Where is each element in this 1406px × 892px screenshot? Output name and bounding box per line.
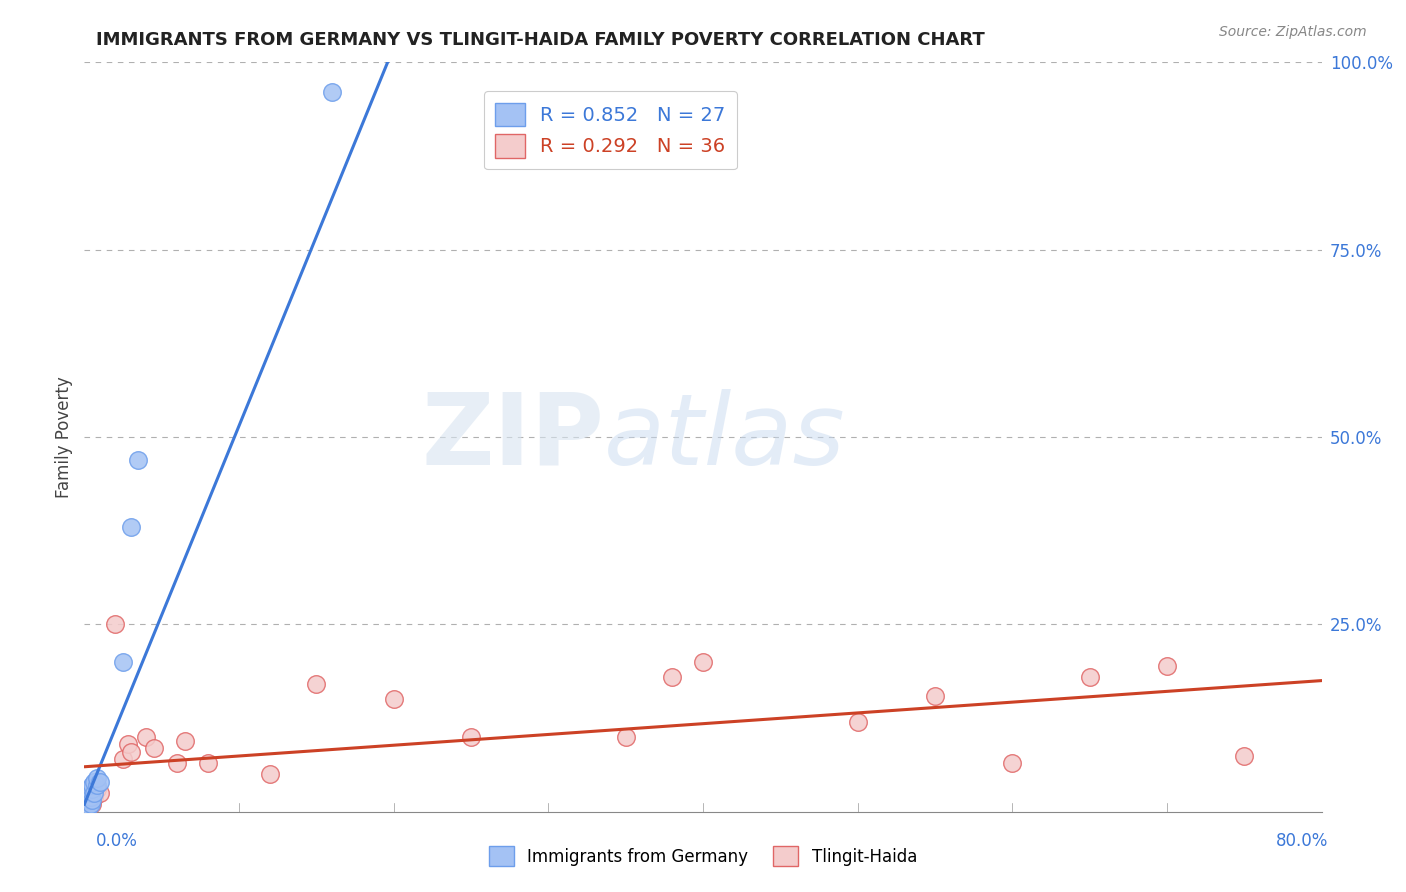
Point (86, 782, 108, 797)
Point (75, 801, 97, 815)
Point (75, 797, 97, 812)
Point (82, 797, 104, 812)
Point (79, 782, 101, 797)
Point (76, 793, 98, 807)
Point (1078, 670, 1101, 684)
Point (83, 789, 105, 804)
Point (77, 782, 100, 797)
Point (89, 786, 111, 800)
Point (135, 730, 157, 744)
Point (1233, 748, 1256, 763)
Point (82, 793, 104, 807)
Point (82, 779, 104, 793)
Point (77, 793, 100, 807)
Legend: R = 0.852   N = 27, R = 0.292   N = 36: R = 0.852 N = 27, R = 0.292 N = 36 (484, 91, 737, 169)
Point (83, 786, 105, 800)
Y-axis label: Family Poverty: Family Poverty (55, 376, 73, 498)
Point (89, 774, 111, 789)
Point (166, 756, 188, 770)
Point (382, 692, 405, 706)
Text: Source: ZipAtlas.com: Source: ZipAtlas.com (1219, 25, 1367, 39)
Point (79, 789, 101, 804)
Point (1156, 658, 1178, 673)
Point (75, 789, 97, 804)
Point (259, 767, 281, 781)
Point (82, 782, 104, 797)
Point (692, 655, 714, 669)
Point (79, 797, 101, 812)
Point (120, 745, 142, 759)
Point (112, 655, 135, 669)
Point (143, 741, 166, 756)
Text: ZIP: ZIP (422, 389, 605, 485)
Point (104, 617, 127, 632)
Text: atlas: atlas (605, 389, 845, 485)
Point (77, 789, 100, 804)
Point (321, 86, 343, 100)
Point (112, 752, 135, 766)
Point (120, 520, 142, 534)
Point (127, 452, 149, 467)
Point (77, 786, 100, 800)
Point (76, 801, 98, 815)
Text: 80.0%: 80.0% (1277, 831, 1329, 849)
Point (83, 783, 105, 797)
Point (1001, 756, 1024, 770)
Point (76, 786, 98, 800)
Point (76, 791, 98, 805)
Point (174, 733, 197, 747)
Point (83, 774, 105, 789)
Point (75, 793, 97, 807)
Point (79, 786, 101, 800)
Text: IMMIGRANTS FROM GERMANY VS TLINGIT-HAIDA FAMILY POVERTY CORRELATION CHART: IMMIGRANTS FROM GERMANY VS TLINGIT-HAIDA… (96, 31, 984, 49)
Point (614, 730, 637, 744)
Point (75, 796, 97, 810)
Point (117, 737, 139, 751)
Point (76, 797, 98, 812)
Point (86, 779, 108, 793)
Point (460, 730, 482, 744)
Point (75, 798, 97, 813)
Point (82, 791, 104, 805)
Point (305, 677, 328, 691)
Point (846, 714, 869, 729)
Text: 0.0%: 0.0% (96, 831, 138, 849)
Point (661, 670, 683, 684)
Point (77, 798, 100, 813)
Point (79, 796, 101, 810)
Point (924, 689, 946, 703)
Point (77, 798, 100, 813)
Point (197, 756, 219, 770)
Legend: Immigrants from Germany, Tlingit-Haida: Immigrants from Germany, Tlingit-Haida (482, 839, 924, 873)
Point (76, 801, 98, 815)
Point (86, 771, 108, 785)
